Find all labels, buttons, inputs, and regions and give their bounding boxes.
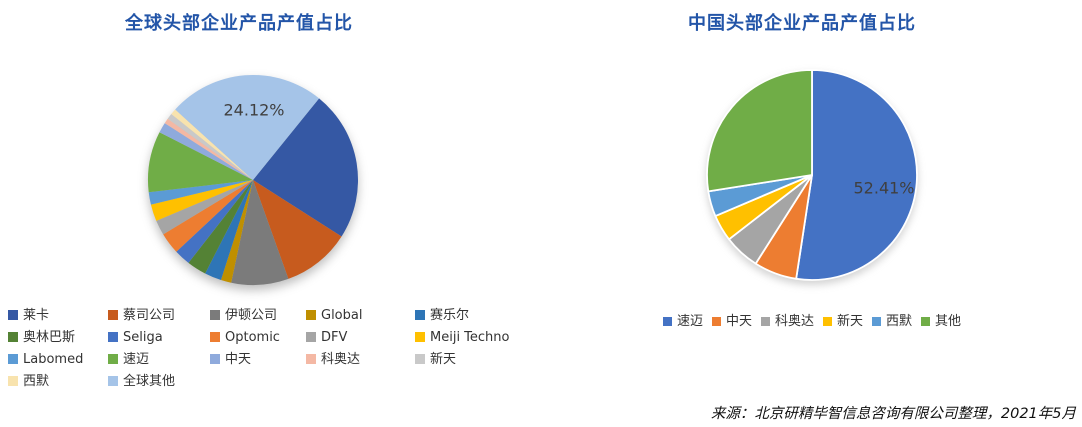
legend-label: 其他	[935, 313, 962, 329]
legend-swatch-icon	[415, 332, 425, 342]
legend-label: 蔡司公司	[123, 307, 176, 323]
left-chart-legend: 莱卡 蔡司公司 伊顿公司 Global 赛乐尔奥林巴斯 Seliga Optomic DFV M…	[8, 304, 528, 392]
pie-slice-Global	[220, 180, 253, 283]
legend-swatch-icon	[210, 332, 220, 342]
legend-swatch-icon	[108, 376, 118, 386]
pie-slice-Labomed	[148, 180, 253, 205]
legend-swatch-icon	[8, 354, 18, 364]
legend-label: 西默	[886, 313, 913, 329]
legend-label: 莱卡	[23, 307, 50, 323]
legend-swatch-icon	[108, 354, 118, 364]
legend-swatch-icon	[8, 376, 18, 386]
pie-slice-奥林巴斯	[188, 180, 253, 274]
global-share-pie-chart	[147, 75, 359, 286]
legend-swatch-icon	[921, 316, 931, 326]
legend-item-西默: 西默	[8, 375, 108, 388]
legend-swatch-icon	[210, 354, 220, 364]
legend-swatch-icon	[306, 332, 316, 342]
legend-label: 奥林巴斯	[23, 329, 76, 345]
legend-item-Global: Global	[306, 309, 415, 322]
legend-item-Meiji Techno: Meiji Techno	[415, 331, 528, 344]
legend-label: Global	[321, 307, 363, 323]
legend-item-全球其他: 全球其他	[108, 375, 210, 388]
legend-label: DFV	[321, 329, 348, 345]
right-chart-legend: 速迈 中天 科奥达 新天 西默 其他	[660, 311, 964, 331]
legend-swatch-icon	[711, 316, 721, 326]
legend-swatch-icon	[872, 316, 882, 326]
pie-slice-赛乐尔	[205, 180, 253, 280]
legend-item-科奥达: 科奥达	[760, 313, 814, 329]
legend-item-科奥达: 科奥达	[306, 353, 415, 366]
legend-label: 新天	[430, 351, 457, 367]
pie-slice-Seliga	[176, 180, 253, 263]
legend-label: 新天	[837, 313, 864, 329]
legend-label: 西默	[23, 373, 50, 389]
legend-label: Optomic	[225, 329, 280, 345]
pie-slice-Optomic	[163, 180, 253, 252]
legend-item-Labomed: Labomed	[8, 353, 108, 366]
legend-item-Seliga: Seliga	[108, 331, 210, 344]
legend-item-莱卡: 莱卡	[8, 309, 108, 322]
legend-label: Seliga	[123, 329, 163, 345]
legend-swatch-icon	[306, 354, 316, 364]
legend-label: 赛乐尔	[430, 307, 470, 323]
pie-slice-全球其他	[175, 75, 320, 180]
legend-item-奥林巴斯: 奥林巴斯	[8, 331, 108, 344]
legend-item-Optomic: Optomic	[210, 331, 306, 344]
source-note: 来源：北京研精毕智信息咨询有限公司整理，2021年5月	[710, 406, 1076, 422]
legend-label: 伊顿公司	[225, 307, 278, 323]
pie-slice-蔡司公司	[253, 180, 342, 279]
legend-swatch-icon	[662, 316, 672, 326]
legend-label: Labomed	[23, 351, 84, 367]
legend-label: Meiji Techno	[430, 329, 510, 345]
legend-swatch-icon	[823, 316, 832, 326]
pie-slice-速迈	[147, 132, 253, 193]
right-chart-title: 中国头部企业产品产值占比	[688, 13, 916, 34]
legend-swatch-icon	[210, 310, 220, 320]
left-chart-title: 全球头部企业产品产值占比	[125, 13, 353, 34]
legend-item-DFV: DFV	[306, 331, 415, 344]
pie-slice-西默	[171, 109, 253, 180]
pie-slice-莱卡	[253, 98, 359, 237]
legend-item-赛乐尔: 赛乐尔	[415, 309, 528, 322]
legend-item-伊顿公司: 伊顿公司	[210, 309, 306, 322]
pie-slice-速迈	[795, 69, 918, 281]
pie-slice-中天	[159, 123, 253, 180]
legend-label: 中天	[725, 313, 752, 329]
legend-swatch-icon	[108, 310, 118, 320]
legend-swatch-icon	[306, 310, 316, 320]
legend-swatch-icon	[108, 332, 118, 342]
legend-label: 科奥达	[774, 313, 814, 329]
legend-item-其他: 其他	[921, 315, 961, 328]
legend-item-新天: 新天	[823, 315, 863, 328]
legend-label: 中天	[225, 351, 252, 367]
china-sumai-share-data-label: 52.41%	[853, 178, 915, 198]
legend-item-新天: 新天	[415, 353, 528, 366]
legend-item-西默: 西默	[872, 315, 912, 328]
legend-item-中天: 中天	[210, 353, 306, 366]
legend-label: 科奥达	[321, 351, 361, 367]
legend-item-中天: 中天	[711, 313, 752, 329]
pie-slice-新天	[167, 114, 253, 180]
legend-item-蔡司公司: 蔡司公司	[108, 309, 210, 322]
legend-item-速迈: 速迈	[662, 313, 703, 329]
pie-slice-DFV	[156, 180, 253, 235]
legend-swatch-icon	[415, 310, 425, 320]
legend-swatch-icon	[8, 332, 18, 342]
legend-label: 速迈	[676, 313, 703, 329]
legend-label: 全球其他	[123, 373, 176, 389]
pie-slice-Meiji Techno	[150, 180, 253, 221]
pie-slice-科奥达	[164, 118, 253, 180]
legend-swatch-icon	[415, 354, 425, 364]
legend-swatch-icon	[8, 310, 18, 320]
pie-slice-其他	[706, 69, 813, 193]
legend-swatch-icon	[760, 316, 770, 326]
legend-label: 速迈	[123, 351, 150, 367]
pie-slice-伊顿公司	[231, 180, 289, 286]
global-other-share-data-label: 24.12%	[223, 100, 285, 120]
legend-item-速迈: 速迈	[108, 353, 210, 366]
china-share-pie-chart	[706, 69, 918, 281]
